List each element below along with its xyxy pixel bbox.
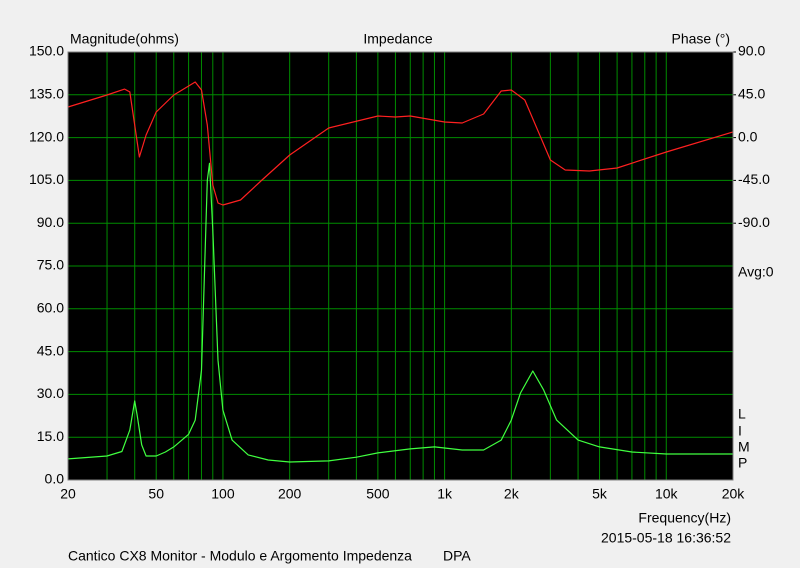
- annotation: Avg:0: [738, 264, 774, 280]
- x-tick-label: 5k: [592, 486, 608, 502]
- series-line: [67, 81, 734, 206]
- y2-axis-label: Phase (°): [671, 31, 730, 47]
- x-tick-label: 20: [60, 486, 76, 502]
- y2-tick-label: 90.0: [738, 43, 765, 59]
- y2-tick-label: -90.0: [738, 214, 770, 230]
- timestamp: 2015-05-18 16:36:52: [601, 530, 731, 546]
- x-axis-label: Frequency(Hz): [638, 510, 731, 526]
- side-letter: P: [738, 455, 747, 471]
- x-tick-label: 500: [366, 486, 390, 502]
- y-axis-label: Magnitude(ohms): [70, 31, 179, 47]
- y-tick-label: 60.0: [37, 300, 64, 316]
- side-letter: I: [738, 423, 742, 439]
- y-tick-label: 135.0: [29, 86, 64, 102]
- y-tick-label: 105.0: [29, 171, 64, 187]
- x-tick-label: 50: [148, 486, 164, 502]
- chart-title: Impedance: [363, 31, 432, 47]
- y2-tick-label: -45.0: [738, 171, 770, 187]
- plot-border: [67, 51, 734, 481]
- y-tick-label: 150.0: [29, 43, 64, 59]
- x-tick-label: 2k: [504, 486, 520, 502]
- x-tick-label: 10k: [655, 486, 679, 502]
- y-tick-label: 75.0: [37, 257, 64, 273]
- y2-tick-label: 0.0: [738, 128, 758, 144]
- x-tick-label: 200: [278, 486, 302, 502]
- x-tick-label: 20k: [722, 486, 746, 502]
- x-tick-label: 1k: [437, 486, 453, 502]
- side-letter: M: [738, 439, 750, 455]
- side-letter: L: [738, 406, 746, 422]
- y-tick-label: 0.0: [45, 471, 65, 487]
- y2-tick-label: 45.0: [738, 86, 765, 102]
- series-line: [67, 162, 733, 463]
- y-tick-label: 90.0: [37, 214, 64, 230]
- y-tick-label: 120.0: [29, 128, 64, 144]
- footer: Cantico CX8 Monitor - Modulo e Argomento…: [68, 548, 412, 564]
- y-tick-label: 15.0: [37, 428, 64, 444]
- y-tick-label: 30.0: [37, 385, 64, 401]
- footer-tag: DPA: [443, 548, 471, 564]
- x-tick-label: 100: [211, 486, 235, 502]
- y-tick-label: 45.0: [37, 342, 64, 358]
